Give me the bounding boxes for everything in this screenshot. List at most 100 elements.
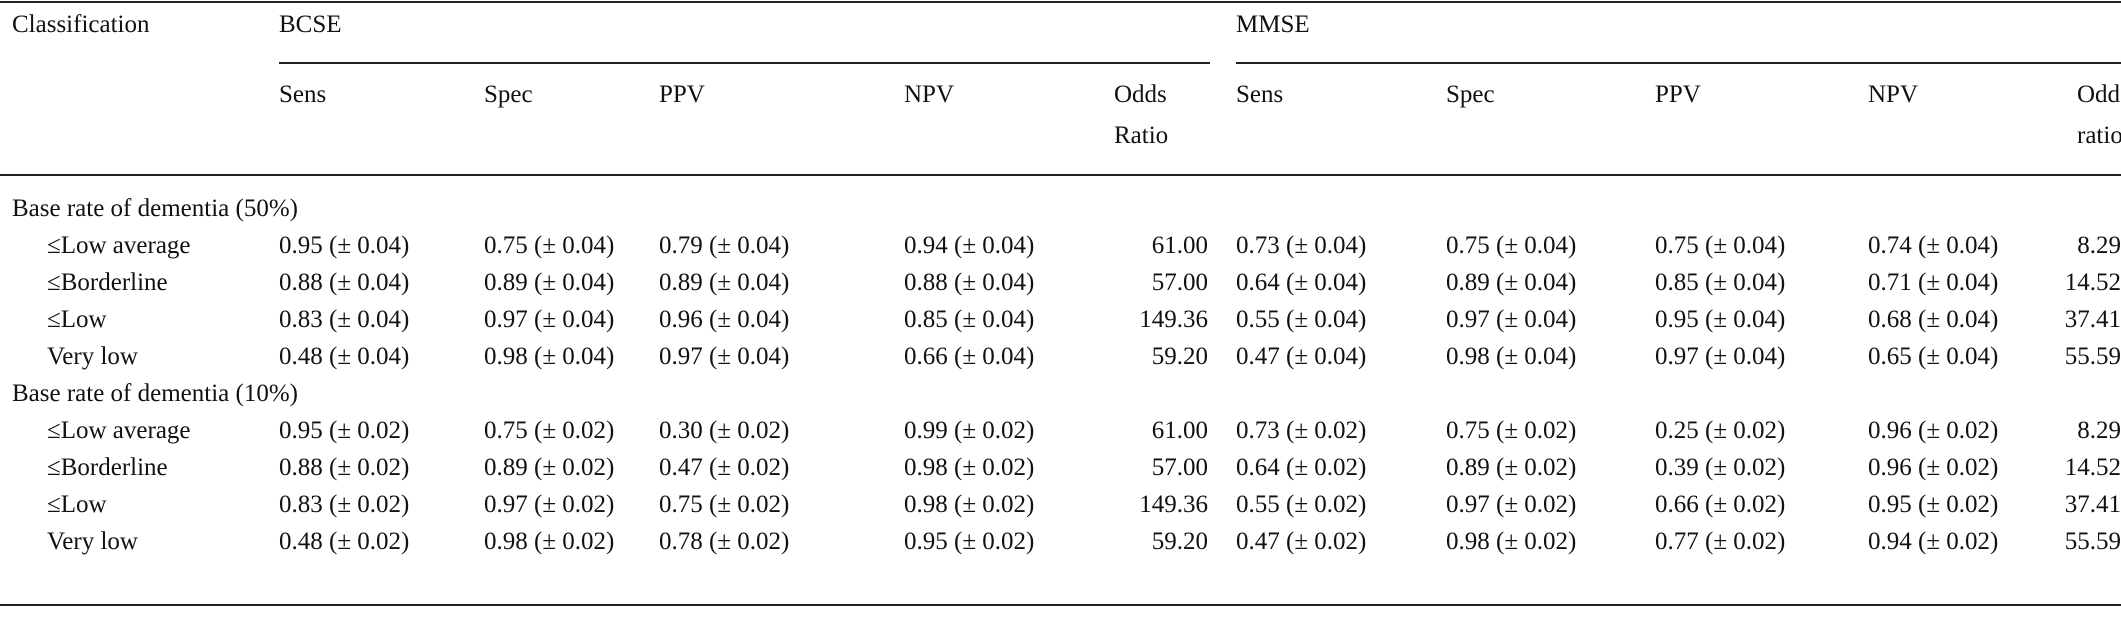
table-cell: 0.83 (± 0.04) xyxy=(279,306,410,333)
table-cell-odds-ratio: 14.52 xyxy=(2064,269,2121,296)
table-cell: 0.98 (± 0.02) xyxy=(904,491,1035,518)
table-cell: 0.47 (± 0.02) xyxy=(1236,528,1367,555)
table-cell: 0.85 (± 0.04) xyxy=(1655,269,1786,296)
table-cell: 0.64 (± 0.02) xyxy=(1236,454,1367,481)
table-cell: 0.98 (± 0.04) xyxy=(484,343,615,370)
col-header-mmse-sens: Sens xyxy=(1236,81,1284,108)
table-cell-odds-ratio: 57.00 xyxy=(1151,269,1208,296)
top-rule xyxy=(0,1,2121,3)
table-cell: 0.55 (± 0.02) xyxy=(1236,491,1367,518)
col-header-bcse-odds-ratio-line2: Ratio xyxy=(1114,122,1169,149)
table-cell: 0.73 (± 0.02) xyxy=(1236,417,1367,444)
table-cell: 0.89 (± 0.02) xyxy=(1446,454,1577,481)
row-label: Very low xyxy=(47,343,138,370)
col-header-bcse-spec: Spec xyxy=(484,81,533,108)
section-title: Base rate of dementia (50%) xyxy=(12,195,298,222)
col-header-bcse-odds-ratio: Odds xyxy=(1114,81,1167,108)
table-cell: 0.75 (± 0.04) xyxy=(1655,232,1786,259)
group-header-bcse: BCSE xyxy=(279,11,342,38)
table-cell: 0.75 (± 0.04) xyxy=(1446,232,1577,259)
table-cell: 0.96 (± 0.02) xyxy=(1868,417,1999,444)
table-cell: 0.30 (± 0.02) xyxy=(659,417,790,444)
table-cell: 0.98 (± 0.04) xyxy=(1446,343,1577,370)
table-cell: 0.95 (± 0.02) xyxy=(1868,491,1999,518)
col-header-bcse-npv: NPV xyxy=(904,81,955,108)
table-cell: 0.96 (± 0.02) xyxy=(1868,454,1999,481)
table-cell: 0.99 (± 0.02) xyxy=(904,417,1035,444)
col-header-mmse-ppv: PPV xyxy=(1655,81,1701,108)
col-header-bcse-ppv: PPV xyxy=(659,81,705,108)
table-cell: 0.66 (± 0.04) xyxy=(904,343,1035,370)
row-label: ≤Low xyxy=(47,491,107,518)
table-cell: 0.89 (± 0.04) xyxy=(484,269,615,296)
table-cell: 0.97 (± 0.02) xyxy=(484,491,615,518)
table-cell-odds-ratio: 8.29 xyxy=(2077,232,2121,259)
table-cell-odds-ratio: 149.36 xyxy=(1139,306,1208,333)
table-cell: 0.88 (± 0.04) xyxy=(904,269,1035,296)
table-cell: 0.47 (± 0.04) xyxy=(1236,343,1367,370)
table-cell: 0.73 (± 0.04) xyxy=(1236,232,1367,259)
table-cell: 0.89 (± 0.04) xyxy=(659,269,790,296)
table-cell: 0.95 (± 0.02) xyxy=(279,417,410,444)
table-cell-odds-ratio: 37.41 xyxy=(2064,491,2121,518)
table-cell: 0.39 (± 0.02) xyxy=(1655,454,1786,481)
table-cell: 0.94 (± 0.02) xyxy=(1868,528,1999,555)
table-cell-odds-ratio: 149.36 xyxy=(1139,491,1208,518)
table-cell: 0.55 (± 0.04) xyxy=(1236,306,1367,333)
col-header-mmse-spec: Spec xyxy=(1446,81,1495,108)
col-header-mmse-odds-ratio: Odds xyxy=(2077,81,2121,108)
row-label: ≤Low xyxy=(47,306,107,333)
table-cell-odds-ratio: 61.00 xyxy=(1151,417,1208,444)
group-rule-bcse xyxy=(279,62,1210,64)
table-cell-odds-ratio: 55.59 xyxy=(2064,343,2121,370)
table-cell: 0.65 (± 0.04) xyxy=(1868,343,1999,370)
row-label: Very low xyxy=(47,528,138,555)
table-cell: 0.74 (± 0.04) xyxy=(1868,232,1999,259)
table-cell: 0.78 (± 0.02) xyxy=(659,528,790,555)
table-cell: 0.83 (± 0.02) xyxy=(279,491,410,518)
table-cell: 0.97 (± 0.04) xyxy=(1446,306,1577,333)
table-cell-odds-ratio: 14.52 xyxy=(2064,454,2121,481)
stub-header: Classification xyxy=(12,11,150,38)
table-cell-odds-ratio: 61.00 xyxy=(1151,232,1208,259)
table-cell: 0.88 (± 0.02) xyxy=(279,454,410,481)
table-cell: 0.48 (± 0.04) xyxy=(279,343,410,370)
table-cell: 0.77 (± 0.02) xyxy=(1655,528,1786,555)
table-cell: 0.98 (± 0.02) xyxy=(904,454,1035,481)
table-cell-odds-ratio: 55.59 xyxy=(2064,528,2121,555)
group-rule-mmse xyxy=(1236,62,2121,64)
table-cell: 0.25 (± 0.02) xyxy=(1655,417,1786,444)
table-cell: 0.64 (± 0.04) xyxy=(1236,269,1367,296)
row-label: ≤Borderline xyxy=(47,269,168,296)
table-cell: 0.97 (± 0.04) xyxy=(1655,343,1786,370)
table-cell: 0.79 (± 0.04) xyxy=(659,232,790,259)
table-cell: 0.71 (± 0.04) xyxy=(1868,269,1999,296)
table-cell: 0.97 (± 0.04) xyxy=(484,306,615,333)
table-cell: 0.96 (± 0.04) xyxy=(659,306,790,333)
col-header-mmse-odds-ratio-line2: ratio xyxy=(2077,122,2121,149)
col-header-mmse-npv: NPV xyxy=(1868,81,1919,108)
row-label: ≤Low average xyxy=(47,417,191,444)
table-cell: 0.47 (± 0.02) xyxy=(659,454,790,481)
table-cell: 0.68 (± 0.04) xyxy=(1868,306,1999,333)
header-bottom-rule xyxy=(0,174,2121,176)
table-cell: 0.88 (± 0.04) xyxy=(279,269,410,296)
table-cell: 0.97 (± 0.04) xyxy=(659,343,790,370)
table-cell: 0.89 (± 0.04) xyxy=(1446,269,1577,296)
table-cell: 0.98 (± 0.02) xyxy=(1446,528,1577,555)
table-cell: 0.95 (± 0.04) xyxy=(1655,306,1786,333)
bottom-rule xyxy=(0,604,2121,606)
table-cell: 0.94 (± 0.04) xyxy=(904,232,1035,259)
table-cell: 0.75 (± 0.02) xyxy=(484,417,615,444)
col-header-bcse-sens: Sens xyxy=(279,81,327,108)
section-title: Base rate of dementia (10%) xyxy=(12,380,298,407)
table-cell: 0.85 (± 0.04) xyxy=(904,306,1035,333)
table-cell: 0.66 (± 0.02) xyxy=(1655,491,1786,518)
table-cell: 0.97 (± 0.02) xyxy=(1446,491,1577,518)
row-label: ≤Borderline xyxy=(47,454,168,481)
group-header-mmse: MMSE xyxy=(1236,11,1310,38)
table-cell: 0.48 (± 0.02) xyxy=(279,528,410,555)
table-cell-odds-ratio: 59.20 xyxy=(1151,528,1208,555)
table-cell: 0.95 (± 0.04) xyxy=(279,232,410,259)
table-cell-odds-ratio: 59.20 xyxy=(1151,343,1208,370)
